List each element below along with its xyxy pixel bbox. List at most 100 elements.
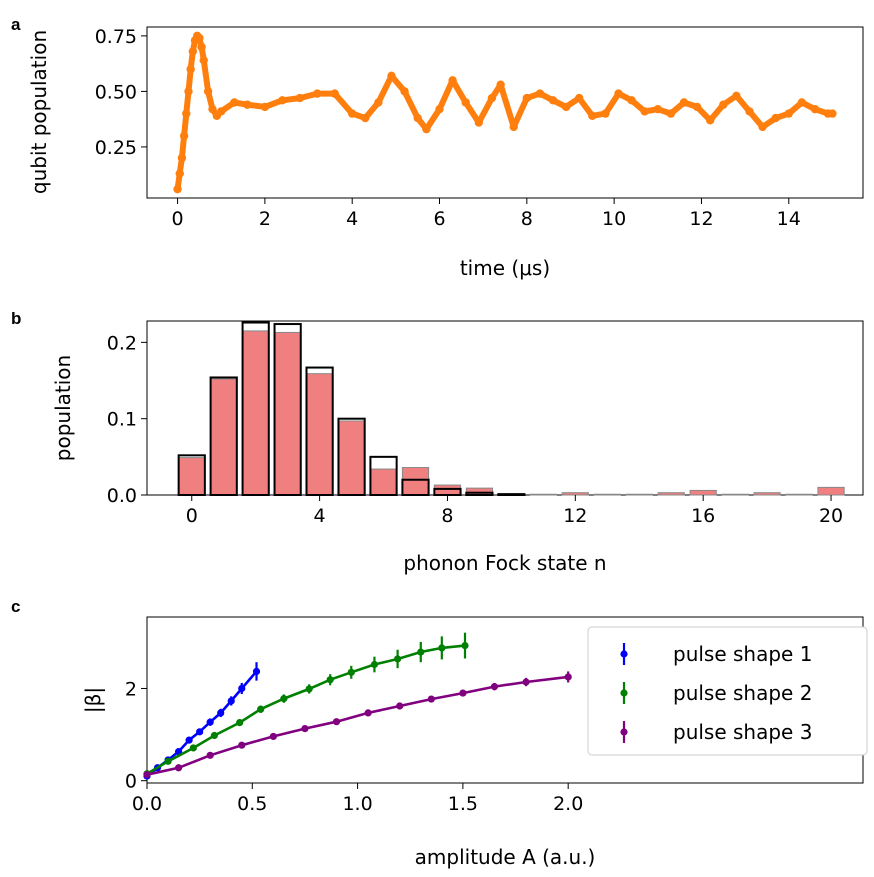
data-point (387, 71, 396, 81)
bar-theory (465, 491, 494, 497)
data-point (496, 80, 505, 89)
bar-measured (306, 373, 334, 496)
data-point (427, 695, 435, 703)
bar-measured (817, 486, 845, 496)
bar-measured (721, 493, 749, 496)
bar-theory (241, 321, 270, 496)
data-point (185, 736, 193, 744)
panel-a: 0 2 4 6 8 10 12 14 0.25 0.50 0.75 time (μs) qubit … (27, 26, 864, 280)
a-x-tick-label: 4 (346, 208, 358, 230)
data-point (210, 731, 218, 740)
legend-label: pulse shape 2 (673, 681, 812, 705)
data-point (758, 122, 767, 132)
bar-measured (369, 468, 398, 496)
a-x-tick-label: 14 (777, 208, 801, 230)
y-axis-label-c: |β| (81, 687, 105, 713)
fit-line-2 (146, 644, 466, 775)
data-point (561, 102, 571, 112)
bar-theory (209, 376, 238, 497)
data-point (260, 102, 270, 112)
panel-label-a: a (11, 15, 21, 34)
c-x-tick-label: 0.0 (132, 793, 162, 815)
data-point (666, 109, 676, 118)
data-point (535, 89, 545, 98)
data-point (548, 96, 558, 105)
data-point (692, 102, 702, 112)
data-point (326, 676, 334, 684)
data-point (301, 724, 309, 733)
data-point (745, 107, 754, 116)
legend-marker-dot (620, 728, 628, 736)
data-point (361, 113, 370, 123)
a-y-tick-label: 0.25 (95, 137, 137, 159)
x-axis-label-b: phonon Fock state n (403, 551, 606, 575)
bar-measured (689, 489, 717, 496)
y-axis-label-b: population (51, 355, 75, 461)
data-point (370, 660, 379, 669)
a-x-tick-label: 2 (259, 208, 271, 230)
data-point (413, 113, 422, 123)
data-point (305, 685, 313, 693)
data-point (417, 648, 425, 656)
data-point (797, 98, 807, 107)
data-trace (174, 32, 836, 193)
data-point (474, 118, 484, 127)
b-y-tick-label: 0.1 (107, 409, 137, 431)
data-point (208, 104, 217, 114)
data-point (238, 684, 246, 693)
data-point (732, 91, 741, 101)
data-point (280, 695, 288, 703)
bar-measured (657, 492, 685, 496)
data-point (175, 169, 184, 178)
a-x-tick-label: 10 (602, 208, 626, 230)
data-point (679, 98, 689, 107)
bar-measured (274, 331, 302, 496)
data-point (197, 42, 206, 52)
bar-measured (242, 330, 270, 496)
data-point (330, 89, 339, 98)
b-x-tick-label: 20 (819, 505, 843, 527)
bar-theory (401, 478, 430, 497)
data-point (364, 709, 372, 717)
data-point (438, 644, 446, 652)
x-axis-label-c: amplitude A (a.u.) (415, 845, 596, 869)
bar-measured (337, 420, 366, 496)
data-point (522, 678, 530, 686)
bar-theory (337, 417, 366, 496)
data-point (487, 93, 497, 103)
legend-marker-dot (620, 650, 628, 658)
data-point (195, 33, 204, 43)
b-x-tick-label: 16 (691, 505, 715, 527)
plot-frame-a (146, 26, 864, 199)
data-point (522, 93, 532, 103)
data-point (461, 98, 470, 107)
data-point (143, 771, 151, 779)
data-point (295, 93, 305, 103)
data-point (243, 100, 252, 109)
data-point (203, 87, 213, 96)
b-x-tick-label: 4 (314, 505, 326, 527)
data-point (374, 98, 383, 107)
c-y-tick-label: 2 (125, 678, 137, 700)
data-point (459, 689, 467, 697)
data-point (509, 122, 518, 132)
data-point (217, 709, 225, 717)
data-point (653, 104, 663, 114)
data-point (771, 113, 780, 123)
b-x-tick-label: 8 (441, 505, 453, 527)
data-point (705, 116, 715, 125)
panel-c: 0.0 0.5 1.0 1.5 2.0 0 2 amplitude A (a.u.) |β|… (81, 616, 868, 869)
data-point (196, 728, 204, 736)
c-x-tick-label: 2.0 (553, 793, 583, 815)
data-point (189, 744, 197, 752)
data-point (257, 705, 265, 713)
y-axis-label-a: qubit population (27, 30, 51, 194)
bar-measured (401, 467, 430, 496)
data-point (435, 104, 444, 114)
data-point (719, 100, 728, 109)
data-point (588, 111, 597, 121)
bar-measured (561, 492, 589, 496)
panel-label-c: c (11, 597, 20, 616)
bar-theory (497, 493, 526, 497)
legend: pulse shape 1 pulse shape 2 pulse shape 3 (587, 626, 868, 756)
